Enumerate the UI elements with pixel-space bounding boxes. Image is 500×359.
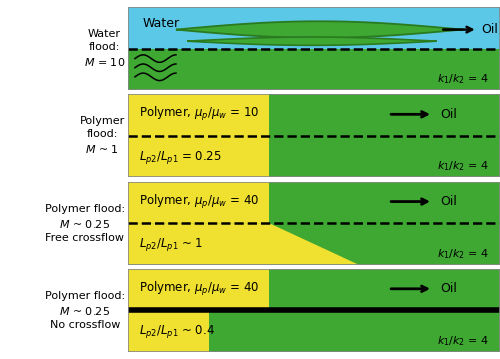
Text: $L_{p2}$/$L_{p1}$ ~ 1: $L_{p2}$/$L_{p1}$ ~ 1 — [138, 236, 203, 253]
Bar — [128, 182, 269, 223]
Text: Oil: Oil — [440, 195, 458, 208]
Text: Oil: Oil — [440, 282, 458, 295]
Text: $k_1$/$k_2$ = 4: $k_1$/$k_2$ = 4 — [437, 160, 489, 173]
Bar — [128, 269, 269, 310]
Text: $k_1$/$k_2$ = 4: $k_1$/$k_2$ = 4 — [437, 334, 489, 348]
Text: Oil: Oil — [440, 108, 458, 121]
Text: Oil: Oil — [482, 23, 498, 36]
Text: Water: Water — [142, 17, 180, 30]
Text: Polymer, $\mu_p$/$\mu_w$ = 40: Polymer, $\mu_p$/$\mu_w$ = 40 — [138, 192, 259, 211]
Text: $k_1$/$k_2$ = 4: $k_1$/$k_2$ = 4 — [437, 73, 489, 86]
Text: Polymer, $\mu_p$/$\mu_w$ = 10: Polymer, $\mu_p$/$\mu_w$ = 10 — [138, 105, 259, 123]
Text: $L_{p2}$/$L_{p1}$ ~ 0.4: $L_{p2}$/$L_{p1}$ ~ 0.4 — [138, 323, 214, 340]
Text: Polymer
flood:
$M$ ~ 1: Polymer flood: $M$ ~ 1 — [80, 116, 125, 155]
Text: Water
flood:
$M$ = 10: Water flood: $M$ = 10 — [84, 29, 125, 68]
Polygon shape — [187, 37, 436, 45]
Text: Polymer flood:
$M$ ~ 0.25
No crossflow: Polymer flood: $M$ ~ 0.25 No crossflow — [45, 291, 125, 330]
Bar — [128, 7, 500, 48]
Bar — [128, 310, 210, 352]
Bar — [128, 48, 500, 90]
Polygon shape — [176, 21, 463, 38]
Bar — [128, 94, 269, 136]
Bar — [128, 136, 269, 177]
Text: $L_{p2}$/$L_{p1}$ = 0.25: $L_{p2}$/$L_{p1}$ = 0.25 — [138, 149, 221, 166]
Text: $k_1$/$k_2$ = 4: $k_1$/$k_2$ = 4 — [437, 247, 489, 261]
Text: Polymer flood:
$M$ ~ 0.25
Free crossflow: Polymer flood: $M$ ~ 0.25 Free crossflow — [45, 204, 125, 243]
Polygon shape — [128, 223, 358, 265]
Text: Polymer, $\mu_p$/$\mu_w$ = 40: Polymer, $\mu_p$/$\mu_w$ = 40 — [138, 280, 259, 298]
